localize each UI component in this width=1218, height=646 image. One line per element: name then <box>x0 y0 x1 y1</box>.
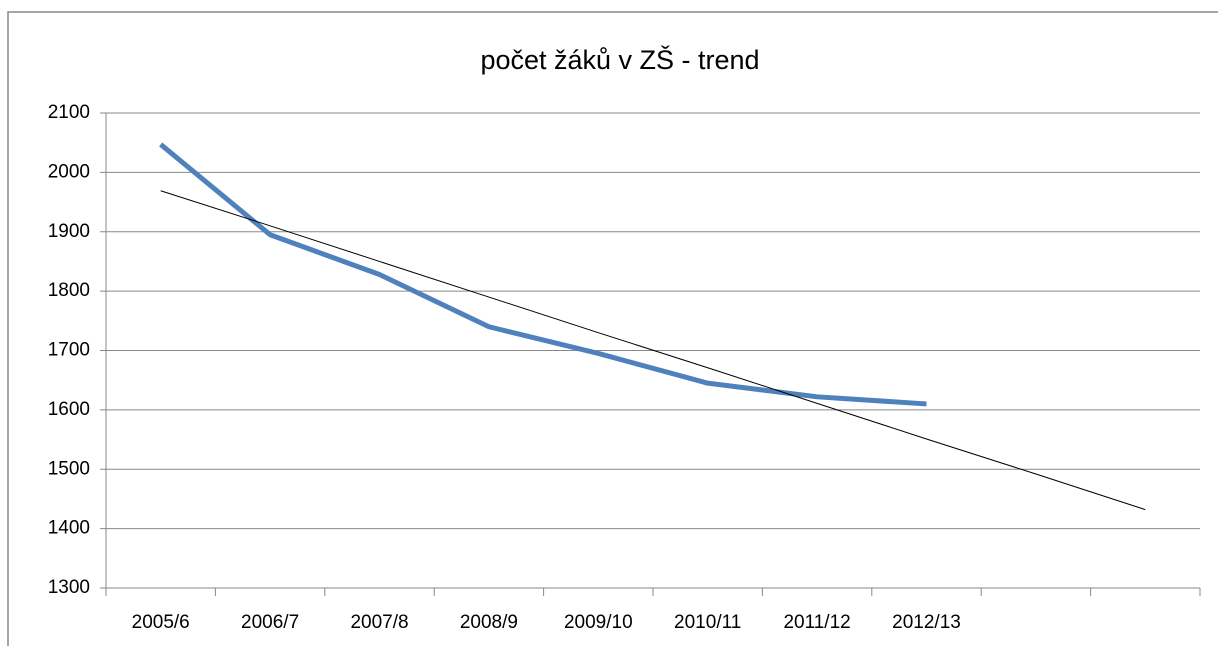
x-tick-label: 2009/10 <box>564 612 633 633</box>
chart-title: počet žáků v ZŠ - trend <box>480 44 759 75</box>
y-tick-label: 1400 <box>48 518 90 539</box>
y-tick-label: 1700 <box>48 340 90 361</box>
x-tick-label: 2007/8 <box>350 612 408 633</box>
chart-frame <box>7 11 1218 646</box>
series-line <box>160 190 1146 511</box>
x-tick-label: 2010/11 <box>674 612 741 633</box>
x-tick-label: 2006/7 <box>241 612 299 633</box>
series-line <box>159 142 927 407</box>
x-tick-label: 2008/9 <box>460 612 518 633</box>
y-tick-label: 1900 <box>48 221 90 242</box>
y-tick-label: 1600 <box>48 399 90 420</box>
x-tick-label: 2012/13 <box>892 612 961 633</box>
y-tick-label: 1500 <box>48 458 90 479</box>
x-tick-label: 2011/12 <box>783 612 850 633</box>
y-tick-label: 1300 <box>48 577 90 598</box>
y-tick-label: 1800 <box>48 280 90 301</box>
y-tick-label: 2100 <box>48 102 90 123</box>
y-tick-label: 2000 <box>48 161 90 182</box>
x-tick-label: 2005/6 <box>132 612 190 633</box>
